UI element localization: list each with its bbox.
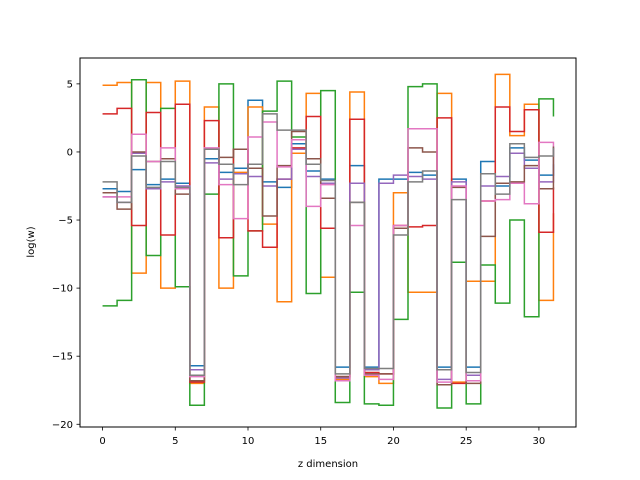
- x-tick-label: 5: [172, 436, 178, 447]
- plot-frame: [79, 57, 577, 428]
- x-axis-label: z dimension: [298, 459, 358, 470]
- y-tick-label: −15: [52, 352, 73, 363]
- y-tick-label: −10: [52, 284, 73, 295]
- x-tick-label: 15: [314, 436, 327, 447]
- y-tick-label: −5: [58, 216, 73, 227]
- y-tick-label: 5: [67, 79, 73, 90]
- x-tick-label: 30: [533, 436, 546, 447]
- x-tick-label: 20: [387, 436, 400, 447]
- y-tick-label: −20: [52, 420, 73, 431]
- series-layer: [102, 73, 555, 409]
- x-tick-label: 25: [460, 436, 473, 447]
- series-line-8: [102, 113, 555, 377]
- x-axis: 0 5 10 15 20 25 30: [99, 427, 545, 447]
- y-tick-label: 0: [67, 147, 73, 158]
- y-axis-label: log(w): [26, 226, 37, 257]
- x-tick-label: 10: [242, 436, 255, 447]
- x-tick-label: 0: [99, 436, 105, 447]
- y-axis: 5 0 −5 −10 −15 −20: [52, 79, 80, 431]
